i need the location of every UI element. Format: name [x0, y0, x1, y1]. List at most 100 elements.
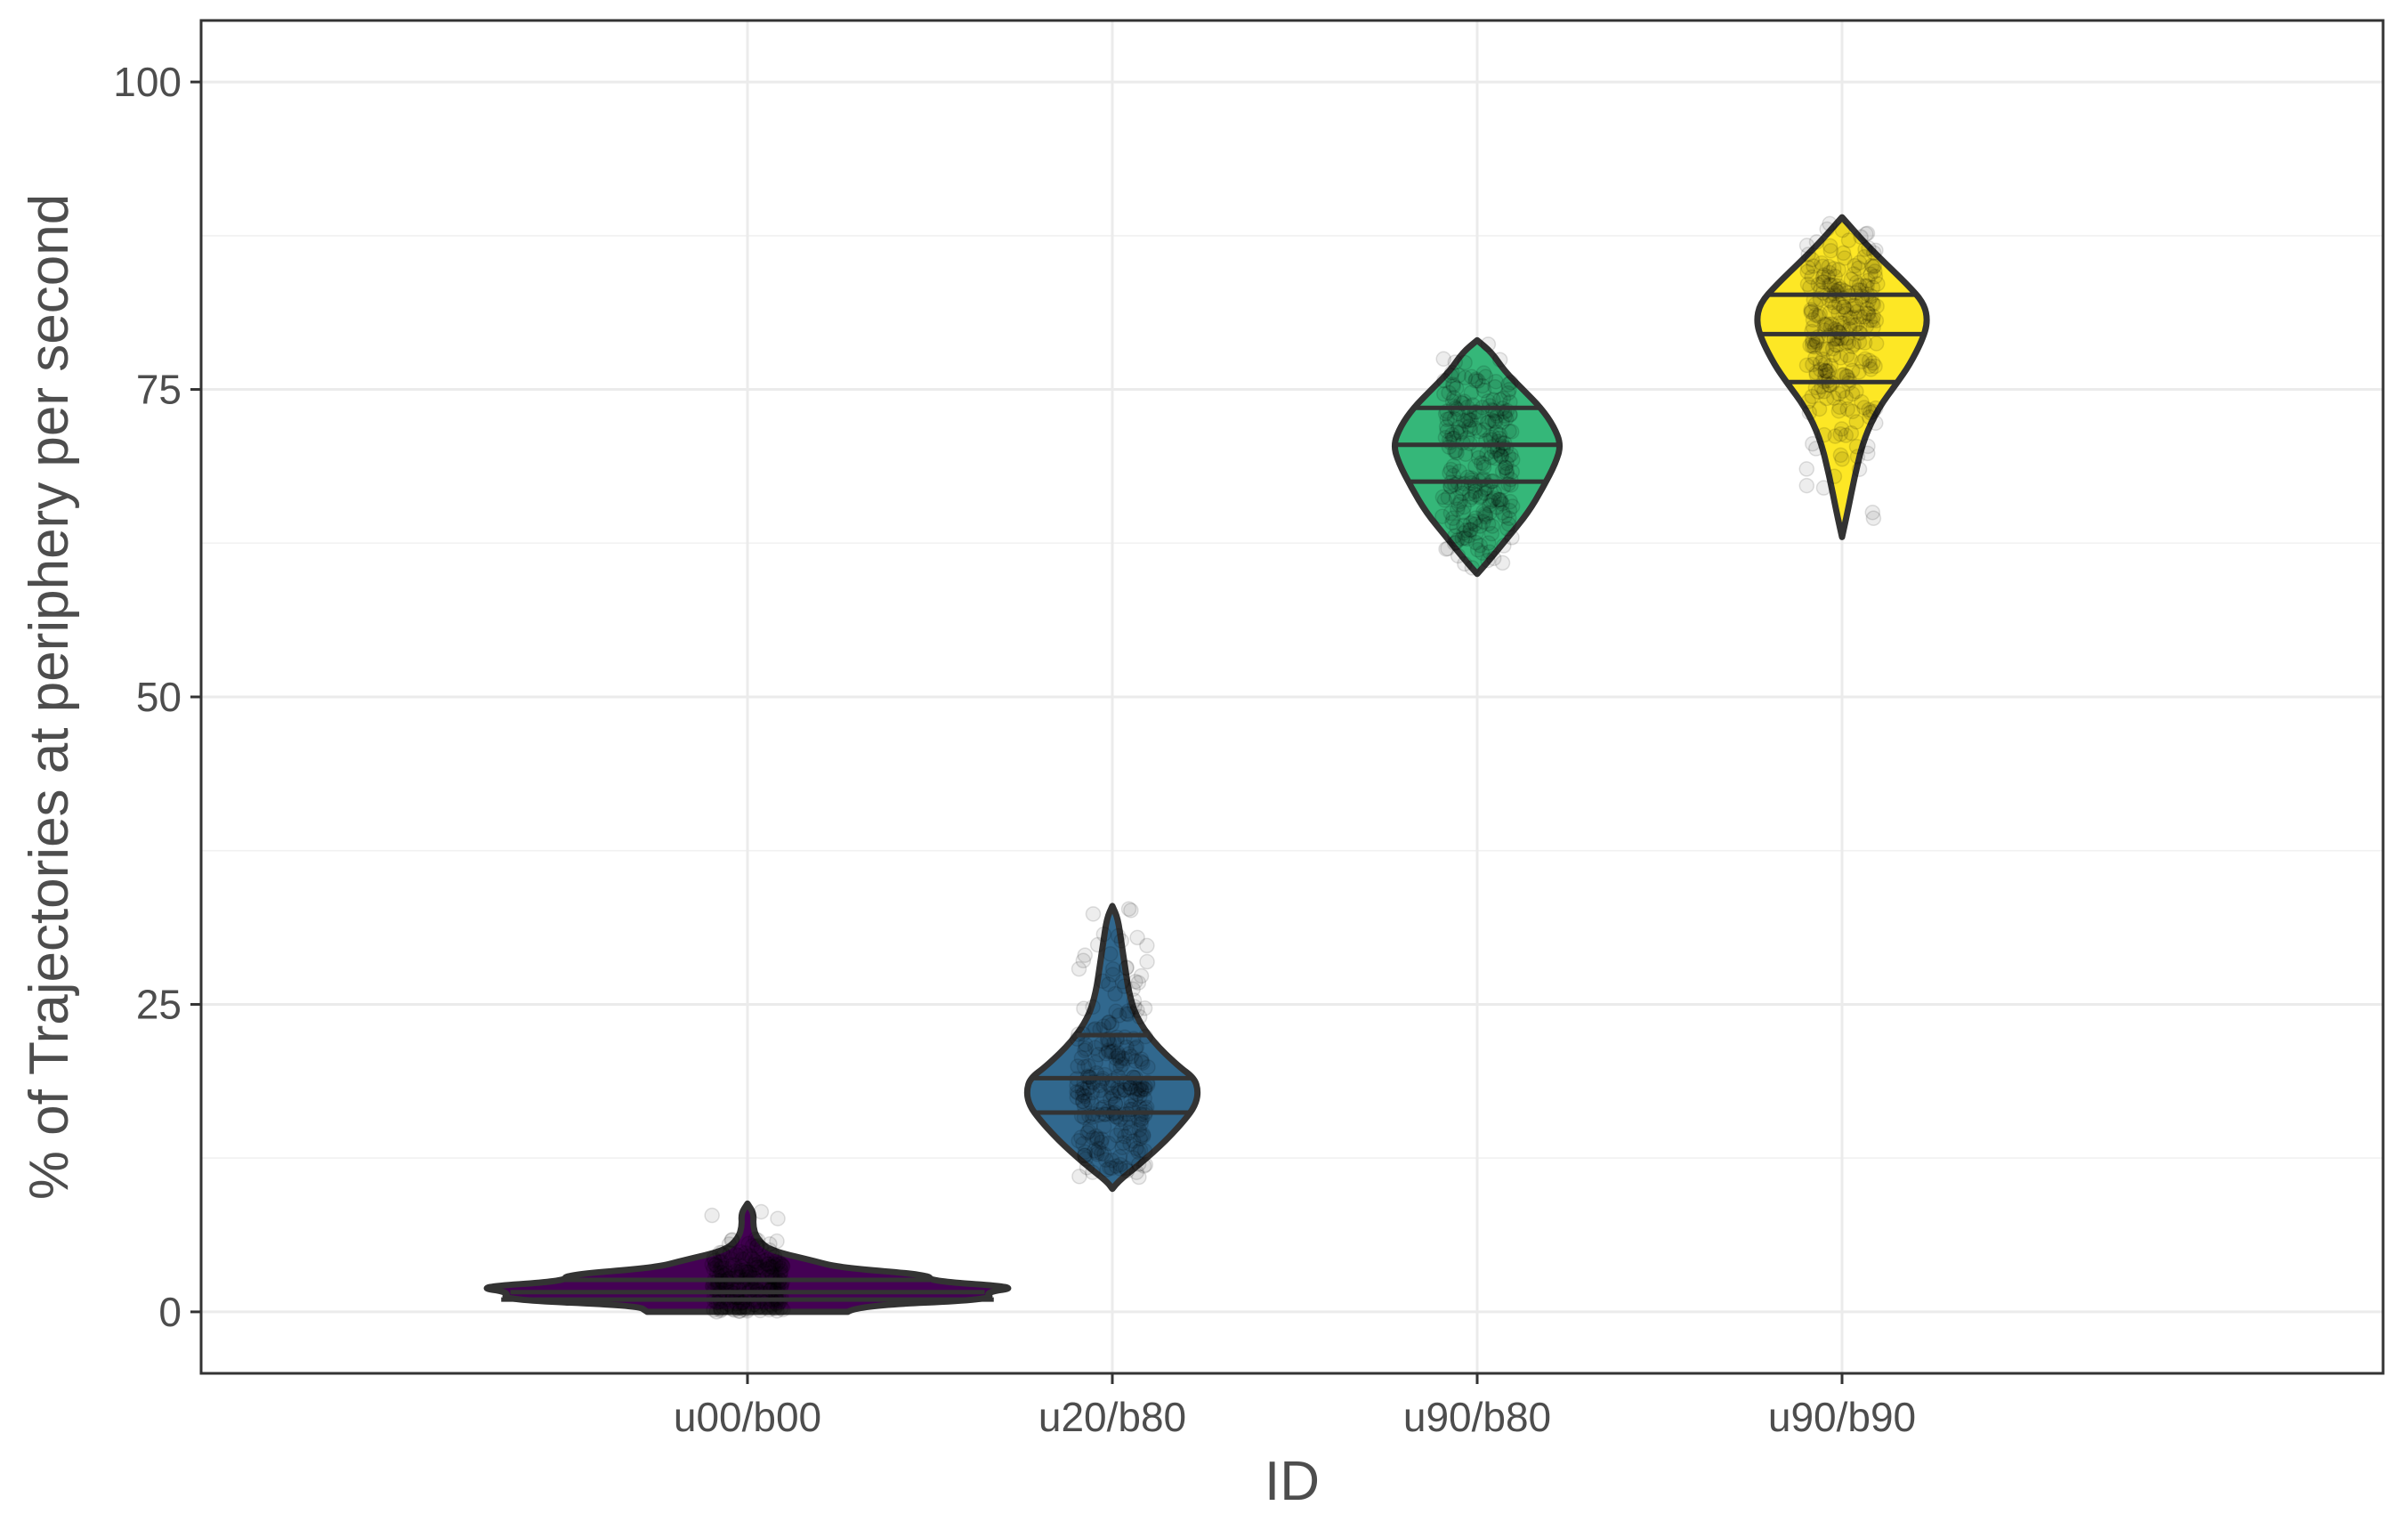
jitter-point [1853, 229, 1869, 245]
jitter-point [1133, 1128, 1150, 1144]
jitter-point [1080, 1123, 1097, 1139]
jitter-point [712, 1244, 728, 1261]
jitter-point [1129, 929, 1145, 946]
jitter-point [1488, 373, 1504, 390]
jitter-point [1438, 541, 1454, 557]
jitter-point [1088, 1144, 1104, 1161]
jitter-point [1076, 1058, 1093, 1075]
jitter-point [1098, 1045, 1114, 1062]
jitter-point [1112, 1059, 1128, 1076]
jitter-point [1107, 985, 1123, 1002]
jitter-point [1082, 1119, 1098, 1135]
jitter-point [1848, 274, 1865, 291]
jitter-point [1094, 1131, 1111, 1147]
jitter-point [1075, 1093, 1091, 1110]
jitter-point [1827, 268, 1843, 285]
jitter-point [1870, 276, 1886, 292]
jitter-point [1481, 535, 1497, 551]
jitter-point [1827, 428, 1844, 444]
jitter-point [1475, 514, 1491, 530]
jitter-point [1468, 525, 1484, 541]
jitter-point [1860, 305, 1876, 321]
jitter-point [1461, 412, 1478, 428]
jitter-point [1452, 425, 1469, 441]
jitter-point [713, 1302, 729, 1319]
jitter-point [1438, 418, 1455, 435]
jitter-point [1093, 1134, 1110, 1150]
jitter-point [1848, 384, 1864, 400]
jitter-point [765, 1256, 781, 1272]
jitter-point [1469, 541, 1486, 558]
jitter-point [723, 1232, 739, 1249]
jitter-point [1094, 1145, 1110, 1162]
jitter-point [1483, 525, 1500, 542]
jitter-point [1133, 1081, 1150, 1098]
jitter-point [1457, 555, 1473, 572]
jitter-point [1839, 401, 1855, 417]
jitter-point [1840, 232, 1857, 248]
jitter-point [1113, 933, 1129, 949]
jitter-point [1818, 341, 1835, 358]
jitter-point [1073, 1049, 1090, 1066]
jitter-point [1125, 1150, 1142, 1166]
jitter-point [1120, 1046, 1137, 1062]
jitter-point [1486, 484, 1503, 500]
jitter-point [1833, 421, 1850, 437]
jitter-point [1114, 974, 1131, 990]
jitter-point [721, 1236, 738, 1252]
y-tick-label: 0 [158, 1289, 182, 1335]
jitter-point [1830, 402, 1847, 419]
jitter-point [1487, 450, 1504, 466]
jitter-point [1467, 373, 1483, 389]
jitter-point [1486, 490, 1503, 506]
jitter-point [1119, 1006, 1135, 1022]
jitter-point [707, 1257, 723, 1273]
jitter-point [750, 1259, 766, 1275]
jitter-point [1452, 493, 1468, 510]
jitter-point [1860, 438, 1876, 455]
jitter-point [1845, 309, 1862, 326]
jitter-point [1467, 487, 1483, 503]
jitter-point [1129, 1002, 1145, 1018]
jitter-point [1822, 242, 1839, 259]
jitter-point [1856, 309, 1872, 325]
jitter-point [1123, 1092, 1139, 1109]
jitter-point [1868, 336, 1885, 352]
jitter-point [1113, 1122, 1129, 1139]
jitter-point [1504, 530, 1520, 546]
jitter-point [1862, 409, 1878, 425]
jitter-point [1816, 316, 1833, 333]
jitter-point [706, 1301, 722, 1318]
jitter-point [1814, 258, 1831, 275]
jitter-point [1822, 277, 1838, 293]
jitter-point [1814, 274, 1831, 290]
jitter-point [1441, 384, 1457, 401]
jitter-point [1808, 234, 1825, 250]
jitter-point [1851, 255, 1868, 271]
jitter-point [759, 1256, 775, 1273]
jitter-point [1501, 381, 1517, 398]
jitter-point [1856, 400, 1872, 416]
jitter-point [716, 1259, 732, 1276]
jitter-point [761, 1242, 778, 1259]
x-tick-label: u20/b80 [1038, 1394, 1186, 1440]
jitter-point [1456, 525, 1472, 541]
jitter-point [753, 1259, 770, 1275]
jitter-point [1448, 534, 1465, 551]
jitter-point [1470, 449, 1487, 466]
jitter-point [1504, 464, 1520, 480]
jitter-point [1133, 967, 1150, 984]
jitter-point [1444, 376, 1461, 393]
jitter-point [1477, 485, 1493, 501]
jitter-point [1071, 960, 1087, 977]
jitter-point [1087, 1054, 1103, 1071]
jitter-point [1820, 269, 1837, 285]
jitter-point [1818, 390, 1835, 407]
jitter-point [1440, 490, 1457, 506]
jitter-point [742, 1248, 758, 1264]
jitter-point [1135, 1158, 1152, 1174]
jitter-point [1484, 491, 1501, 508]
jitter-point [1857, 351, 1873, 368]
y-axis: 0 25 50 75 100 [113, 59, 201, 1335]
jitter-point [1493, 449, 1509, 465]
